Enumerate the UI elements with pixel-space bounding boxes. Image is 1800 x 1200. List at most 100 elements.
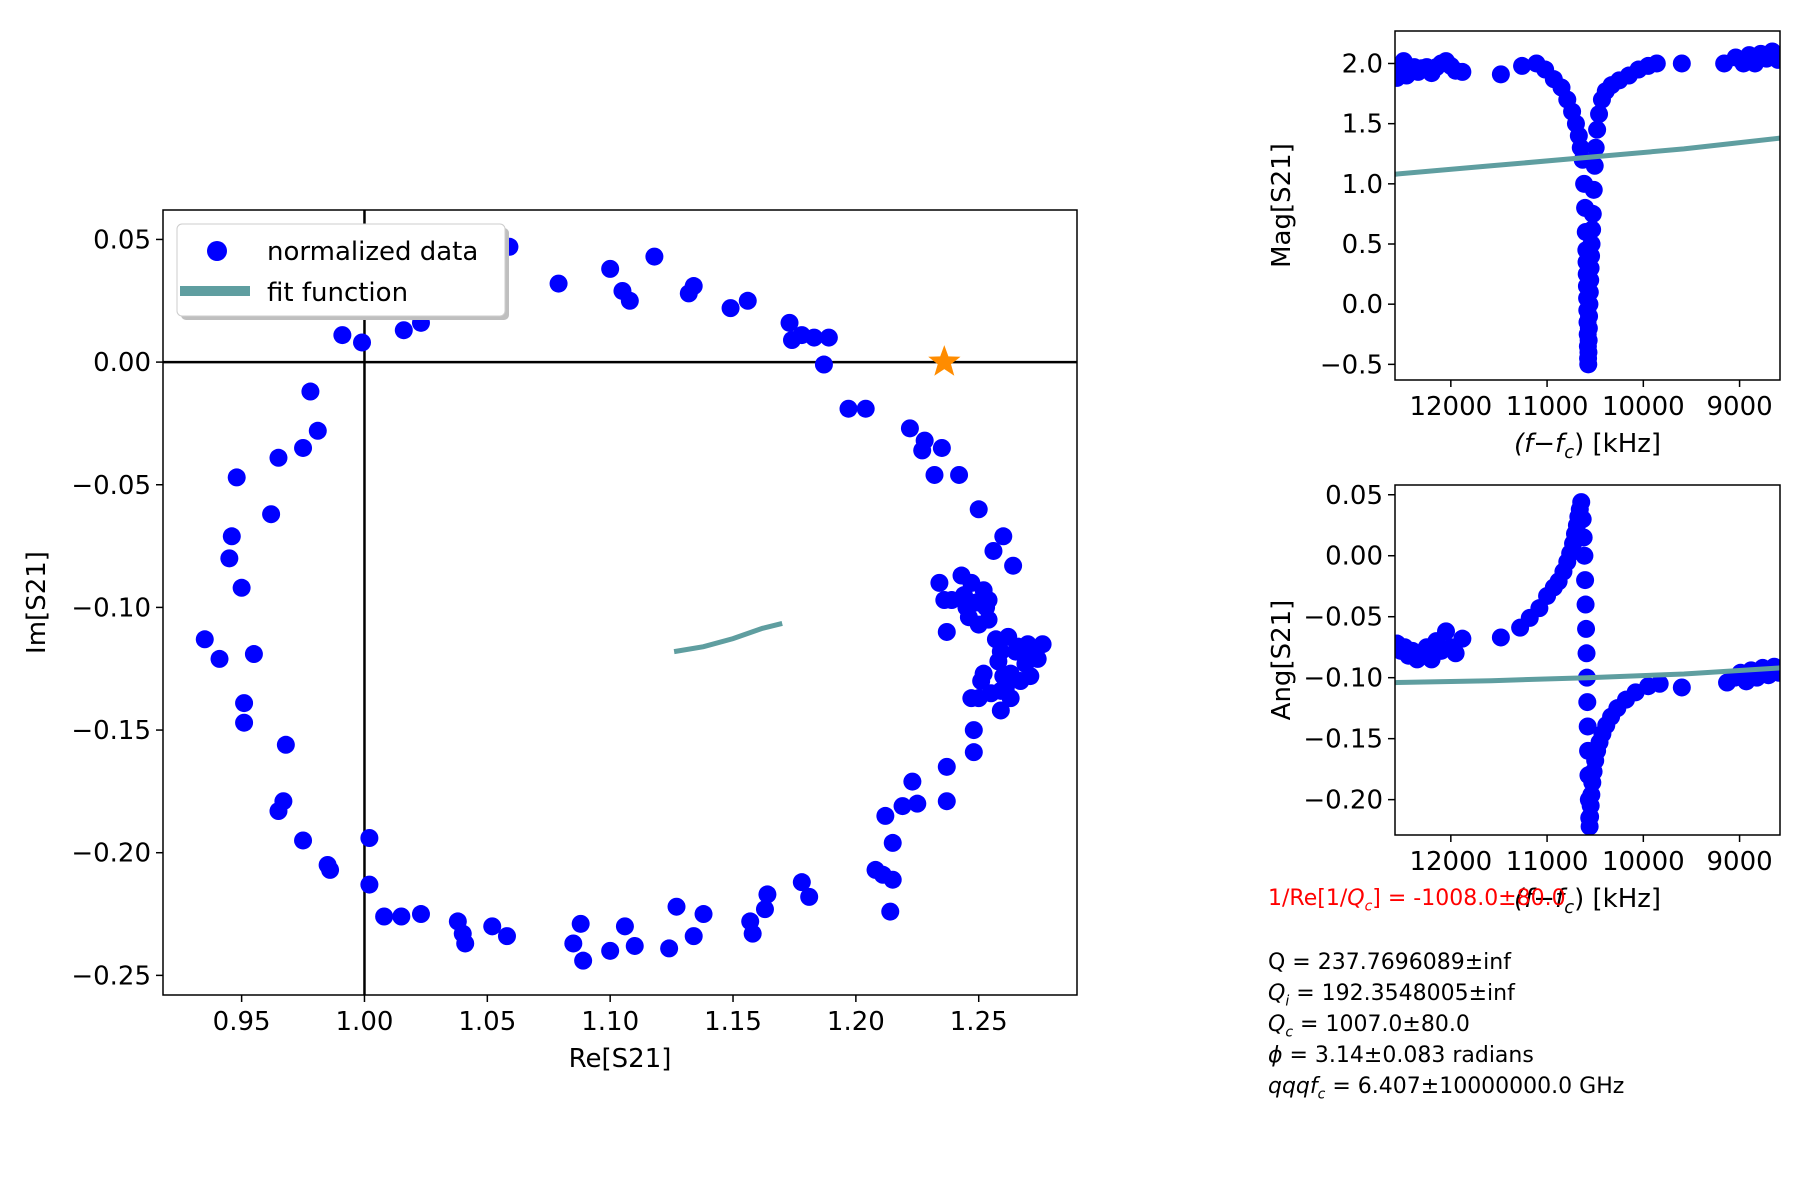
fc-value: = 6.407±10000000.0 GHz (1325, 1074, 1625, 1099)
x-tick-label: 1.10 (581, 1007, 639, 1037)
y-tick-label: −0.5 (1320, 350, 1383, 380)
star-marker (928, 345, 961, 376)
data-point (549, 274, 568, 293)
data-point (1577, 644, 1596, 663)
data-point (1650, 674, 1669, 693)
data-point (1513, 56, 1532, 75)
data-point (232, 578, 251, 597)
x-tick-label: 9000 (1706, 847, 1772, 877)
data-point (883, 833, 902, 852)
data-point (925, 465, 944, 484)
data-point (321, 860, 340, 879)
data-point (883, 870, 902, 889)
y-tick-label: 0.5 (1342, 230, 1383, 260)
y-tick-label: 2.0 (1342, 49, 1383, 79)
y-tick-label: −0.15 (1303, 725, 1383, 755)
data-point (721, 299, 740, 318)
data-point (1578, 693, 1597, 712)
y-tick-label: 0.05 (93, 225, 151, 255)
y-tick-label: 0.00 (1325, 542, 1383, 572)
fit-result-q: Q = 237.7696089±inf (1268, 950, 1511, 975)
data-point (903, 772, 922, 791)
y-axis-label: Mag[S21] (1267, 143, 1297, 268)
fit-line (1395, 665, 1780, 686)
data-point (915, 431, 934, 450)
data-point (392, 907, 411, 926)
data-point (814, 355, 833, 374)
data-point (1574, 528, 1593, 547)
data-point (684, 277, 703, 296)
legend-label-data: normalized data (267, 237, 478, 267)
data-point (235, 694, 254, 713)
data-point (792, 873, 811, 892)
x-tick-label: 12000 (1409, 392, 1492, 422)
data-point (684, 927, 703, 946)
x-tick-label: 1.15 (704, 1007, 762, 1037)
data-point (360, 875, 379, 894)
data-point (294, 438, 313, 457)
data-point (620, 291, 639, 310)
data-point (1585, 156, 1604, 175)
data-point (645, 247, 664, 266)
data-point (301, 382, 320, 401)
data-point (991, 642, 1010, 661)
data-point (244, 645, 263, 664)
data-point (1590, 105, 1609, 124)
data-point (615, 917, 634, 936)
y-tick-label: 1.0 (1342, 170, 1383, 200)
q-line: Q = 237.7696089±inf (1268, 950, 1511, 975)
y-tick-label: −0.15 (71, 716, 151, 746)
y-tick-label: −0.05 (71, 471, 151, 501)
y-tick-label: −0.25 (71, 961, 151, 991)
data-point (227, 468, 246, 487)
data-point (625, 936, 644, 955)
data-point (1028, 649, 1047, 668)
data-point (1588, 120, 1607, 139)
fit-result-phi: ϕ = 3.14±0.083 radians (1268, 1043, 1534, 1068)
data-point (979, 591, 998, 610)
data-point (660, 939, 679, 958)
data-point (937, 622, 956, 641)
data-point (456, 934, 475, 953)
data-point (930, 573, 949, 592)
x-tick-label: 11000 (1506, 847, 1589, 877)
fit-result-fc: qqqfc = 6.407±10000000.0 GHz (1268, 1074, 1624, 1102)
data-point (1491, 628, 1510, 647)
data-point (333, 326, 352, 345)
y-tick-label: 0.00 (93, 348, 151, 378)
data-point (411, 905, 430, 924)
data-point (220, 549, 239, 568)
x-tick-label: 0.95 (213, 1007, 271, 1037)
data-point (1582, 235, 1601, 254)
y-axis-label: Im[S21] (22, 551, 52, 654)
legend-data-marker (207, 241, 227, 261)
plot-frame (162, 209, 1078, 996)
y-axis-label: Ang[S21] (1267, 600, 1297, 721)
x-axis-label: (f−fc) [kHz] (1514, 429, 1661, 463)
data-point (876, 806, 895, 825)
data-point (937, 757, 956, 776)
fit-result-qc: Qc = 1007.0±80.0 (1268, 1012, 1470, 1040)
y-tick-label: 0.05 (1325, 481, 1383, 511)
data-point (984, 541, 1003, 560)
data-point (1576, 571, 1595, 590)
data-point (900, 419, 919, 438)
data-point (1584, 180, 1603, 199)
data-point (375, 907, 394, 926)
data-point (974, 664, 993, 683)
data-point (1572, 493, 1591, 512)
data-point (1437, 622, 1456, 641)
data-point (1446, 644, 1465, 663)
data-point (908, 794, 927, 813)
x-axis-label: Re[S21] (569, 1044, 672, 1074)
data-point (1033, 635, 1052, 654)
data-point (800, 887, 819, 906)
qi-value: = 192.3548005±inf (1289, 981, 1515, 1006)
red-prefix: 1/Re[1/ (1268, 886, 1348, 911)
plot-frame (1394, 484, 1781, 836)
data-point (497, 927, 516, 946)
data-point (1586, 138, 1605, 157)
x-tick-label: 1.05 (458, 1007, 516, 1037)
plot-area (163, 210, 1077, 995)
